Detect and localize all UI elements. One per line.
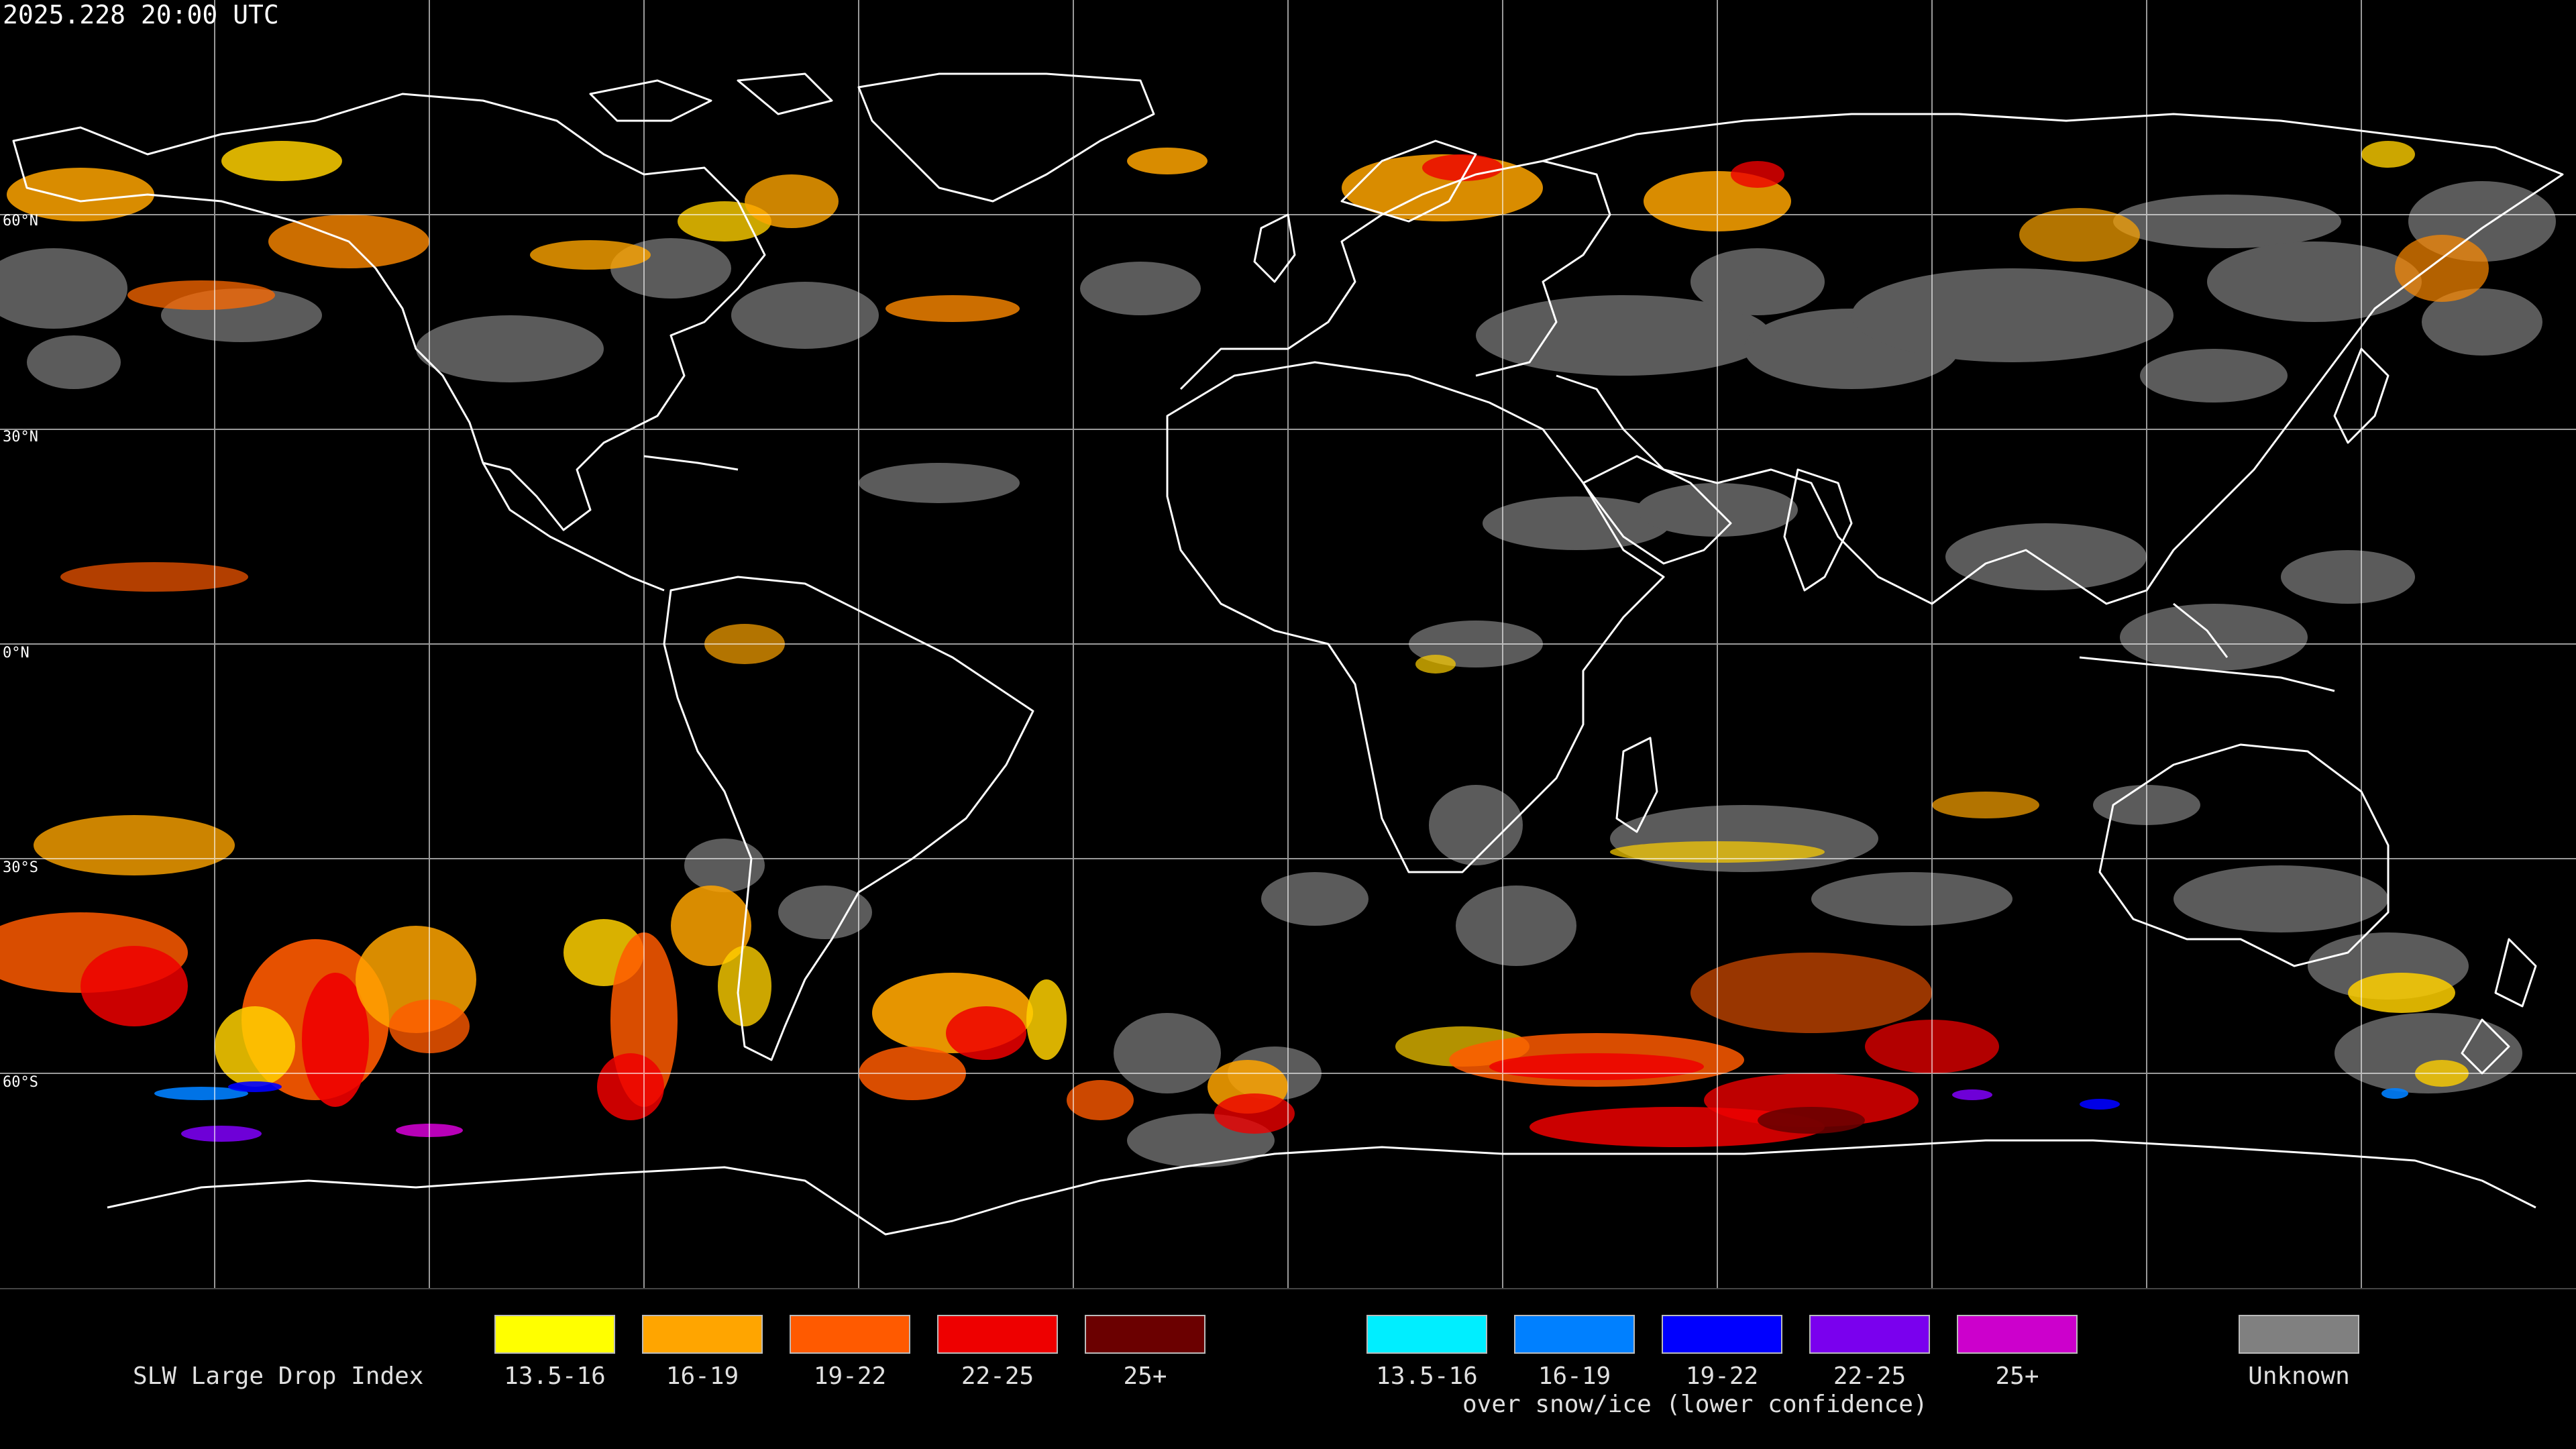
legend-swatch-snow-25-plus — [1957, 1315, 2078, 1354]
world-map-panel: 2025.228 20:00 UTC 60°N 30°N 0°N 30°S 60… — [0, 0, 2576, 1288]
legend-label-snow-13-5-16: 13.5-16 — [1376, 1362, 1478, 1390]
legend-title: SLW Large Drop Index — [133, 1362, 424, 1390]
legend-label-snow-22-25: 22-25 — [1833, 1362, 1907, 1390]
legend-swatch-22-25 — [937, 1315, 1058, 1354]
legend-swatch-19-22 — [790, 1315, 910, 1354]
legend-label-19-22: 19-22 — [813, 1362, 887, 1390]
legend-swatch-16-19 — [642, 1315, 763, 1354]
legend-label-16-19: 16-19 — [665, 1362, 739, 1390]
latitude-label-0n: 0°N — [3, 645, 30, 661]
world-map — [0, 0, 2576, 1288]
legend-swatch-snow-16-19 — [1514, 1315, 1635, 1354]
latitude-label-60s: 60°S — [3, 1074, 38, 1091]
legend-label-snow-16-19: 16-19 — [1538, 1362, 1611, 1390]
legend-swatch-snow-22-25 — [1809, 1315, 1930, 1354]
legend-swatch-snow-19-22 — [1662, 1315, 1782, 1354]
slw-large-drop-fields — [0, 141, 2489, 1147]
legend: SLW Large Drop Index 13.5-16 16-19 19-22… — [0, 1288, 2576, 1449]
legend-label-25-plus: 25+ — [1123, 1362, 1167, 1390]
graticule — [0, 0, 2576, 1288]
latitude-label-30s: 30°S — [3, 859, 38, 876]
legend-label-22-25: 22-25 — [961, 1362, 1034, 1390]
unknown-cloud-fields — [0, 181, 2556, 1167]
legend-swatch-13-5-16 — [494, 1315, 615, 1354]
latitude-label-30n: 30°N — [3, 429, 38, 445]
legend-swatch-snow-13-5-16 — [1366, 1315, 1487, 1354]
legend-label-snow-19-22: 19-22 — [1685, 1362, 1759, 1390]
legend-swatch-unknown — [2239, 1315, 2359, 1354]
legend-swatch-25-plus — [1085, 1315, 1205, 1354]
slw-snow-ice-fields — [154, 1081, 2408, 1142]
legend-label-13-5-16: 13.5-16 — [504, 1362, 606, 1390]
legend-label-unknown: Unknown — [2248, 1362, 2350, 1390]
snow-ice-note: over snow/ice (lower confidence) — [1462, 1391, 1928, 1418]
latitude-label-60n: 60°N — [3, 213, 38, 229]
timestamp: 2025.228 20:00 UTC — [3, 0, 279, 30]
legend-label-snow-25-plus: 25+ — [1995, 1362, 2039, 1390]
